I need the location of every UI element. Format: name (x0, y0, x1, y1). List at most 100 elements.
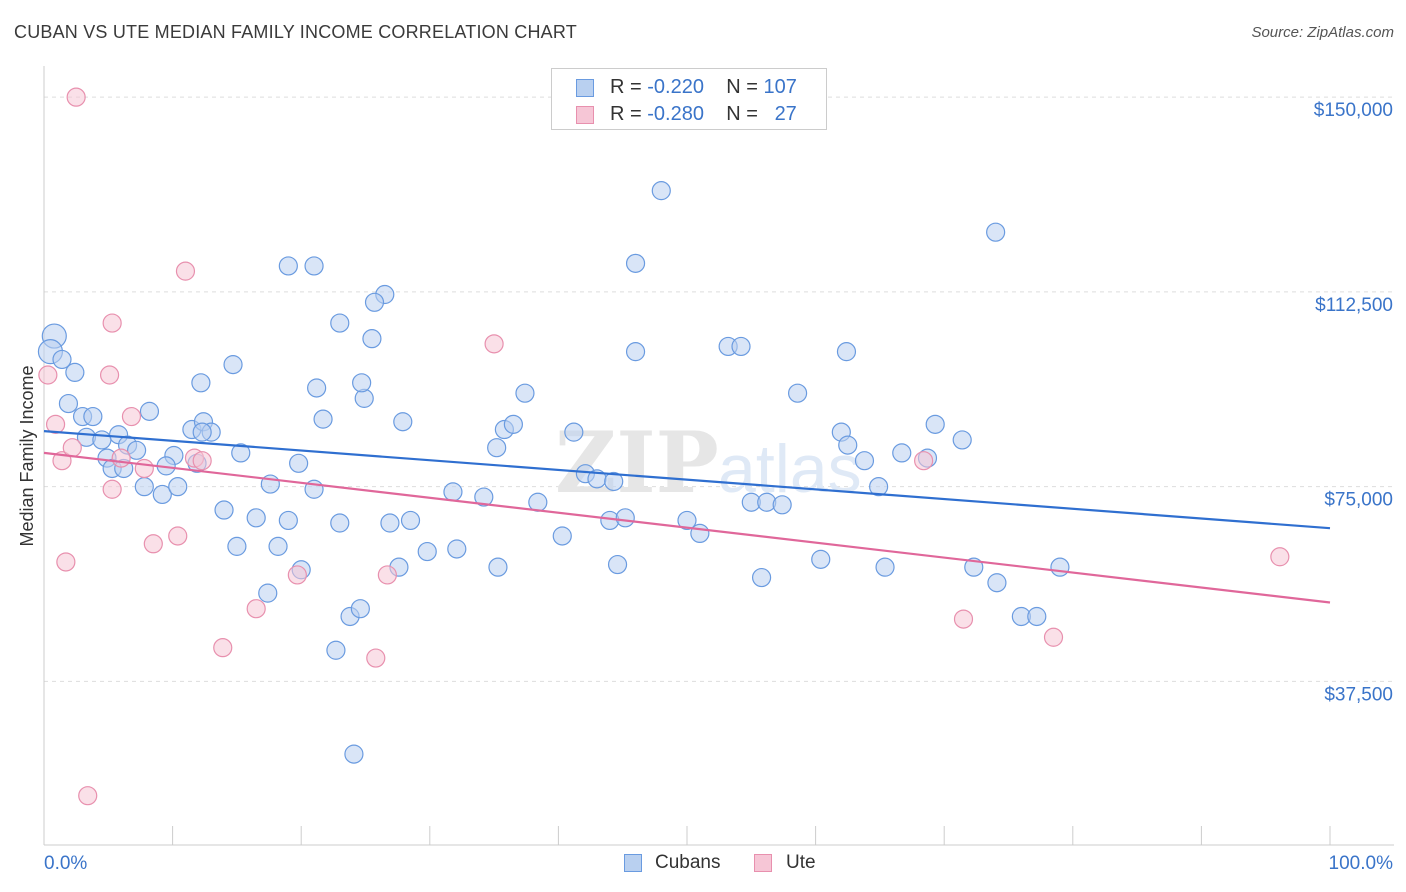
point-ute (1270, 547, 1290, 567)
point-cubans (344, 744, 364, 764)
point-cubans (278, 510, 298, 531)
point-cubans (772, 495, 792, 515)
point-cubans (134, 477, 154, 497)
point-ute (134, 458, 154, 479)
point-cubans (925, 414, 945, 434)
point-cubans (304, 256, 324, 276)
point-cubans (488, 557, 508, 577)
point-ute (111, 448, 131, 468)
point-cubans (362, 329, 382, 349)
point-cubans (191, 373, 211, 393)
point-cubans (352, 373, 372, 393)
ute-legend-swatch (754, 854, 772, 872)
legend-stats-cubans: R = -0.220 N = 107 (610, 76, 797, 99)
n-label: N = (726, 103, 758, 125)
point-cubans (854, 451, 875, 471)
point-cubans (223, 355, 243, 375)
point-cubans (838, 435, 858, 455)
watermark-atlas: atlas (718, 431, 862, 507)
point-cubans (330, 313, 350, 333)
point-cubans (152, 484, 172, 505)
point-cubans (447, 539, 467, 559)
n-label: N = (726, 76, 758, 98)
x-tick-label-min: 0.0% (44, 853, 87, 874)
point-ute (287, 565, 307, 585)
point-cubans (83, 406, 103, 427)
point-cubans (503, 414, 523, 434)
point-cubans (892, 443, 912, 463)
y-tick-label: $150,000 (1314, 100, 1393, 121)
point-cubans (552, 526, 572, 546)
y-tick-label: $75,000 (1324, 490, 1393, 511)
point-cubans (751, 567, 772, 588)
n-value-cubans: 107 (763, 76, 797, 98)
point-cubans (604, 471, 624, 492)
point-cubans (811, 549, 831, 569)
legend-stats-ute: R = -0.280 N = 27 (610, 103, 797, 126)
point-cubans (52, 349, 72, 370)
point-cubans (92, 430, 112, 450)
point-cubans (246, 508, 266, 528)
chart-source: Source: ZipAtlas.com (1251, 24, 1394, 41)
r-label: R = (610, 103, 642, 125)
trendline-ute (43, 451, 1331, 604)
y-tick-label: $112,500 (1315, 295, 1393, 316)
point-cubans (400, 510, 421, 531)
point-cubans (607, 554, 628, 575)
point-ute (143, 534, 163, 554)
point-cubans (350, 599, 370, 619)
point-cubans (227, 536, 247, 556)
point-cubans (268, 536, 288, 556)
r-value-ute: -0.280 (647, 103, 704, 125)
point-cubans (380, 513, 400, 533)
point-ute (102, 313, 122, 333)
point-cubans (474, 487, 494, 507)
point-ute (66, 87, 86, 107)
point-cubans (313, 409, 333, 429)
point-ute (246, 599, 266, 619)
r-value-cubans: -0.220 (647, 76, 704, 98)
point-ute (168, 526, 188, 546)
point-cubans (139, 401, 160, 421)
point-cubans (615, 508, 635, 528)
point-cubans (487, 438, 507, 458)
point-cubans (952, 430, 972, 450)
point-cubans (307, 378, 327, 398)
n-value-ute: 27 (774, 103, 797, 125)
point-cubans (168, 477, 188, 497)
point-cubans (564, 422, 584, 442)
point-cubans (1050, 557, 1070, 577)
point-cubans (731, 336, 751, 357)
point-ute (484, 334, 504, 354)
point-cubans (625, 342, 646, 362)
point-ute (45, 414, 66, 434)
point-ute (192, 451, 212, 471)
cubans-legend-swatch (624, 854, 642, 872)
point-cubans (231, 443, 251, 463)
point-cubans (192, 422, 212, 442)
point-cubans (258, 583, 278, 603)
point-cubans (986, 222, 1006, 242)
y-tick-label: $37,500 (1324, 684, 1393, 705)
point-ute (914, 451, 934, 471)
point-cubans (126, 440, 147, 460)
point-cubans (278, 256, 298, 276)
point-cubans (869, 477, 889, 497)
point-cubans (836, 342, 857, 362)
point-cubans (330, 513, 350, 533)
point-cubans (625, 253, 646, 273)
point-cubans (987, 573, 1007, 593)
cubans-swatch (576, 79, 594, 97)
point-cubans (289, 453, 309, 473)
point-cubans (364, 292, 385, 312)
point-cubans (65, 362, 85, 383)
chart-title: CUBAN VS UTE MEDIAN FAMILY INCOME CORREL… (14, 22, 577, 42)
point-ute (953, 609, 974, 629)
point-cubans (354, 388, 374, 408)
point-cubans (214, 500, 234, 520)
ute-swatch (576, 106, 594, 124)
y-axis-title: Median Family Income (17, 365, 37, 546)
point-cubans (443, 482, 463, 502)
point-ute (102, 479, 122, 499)
point-cubans (58, 393, 79, 414)
